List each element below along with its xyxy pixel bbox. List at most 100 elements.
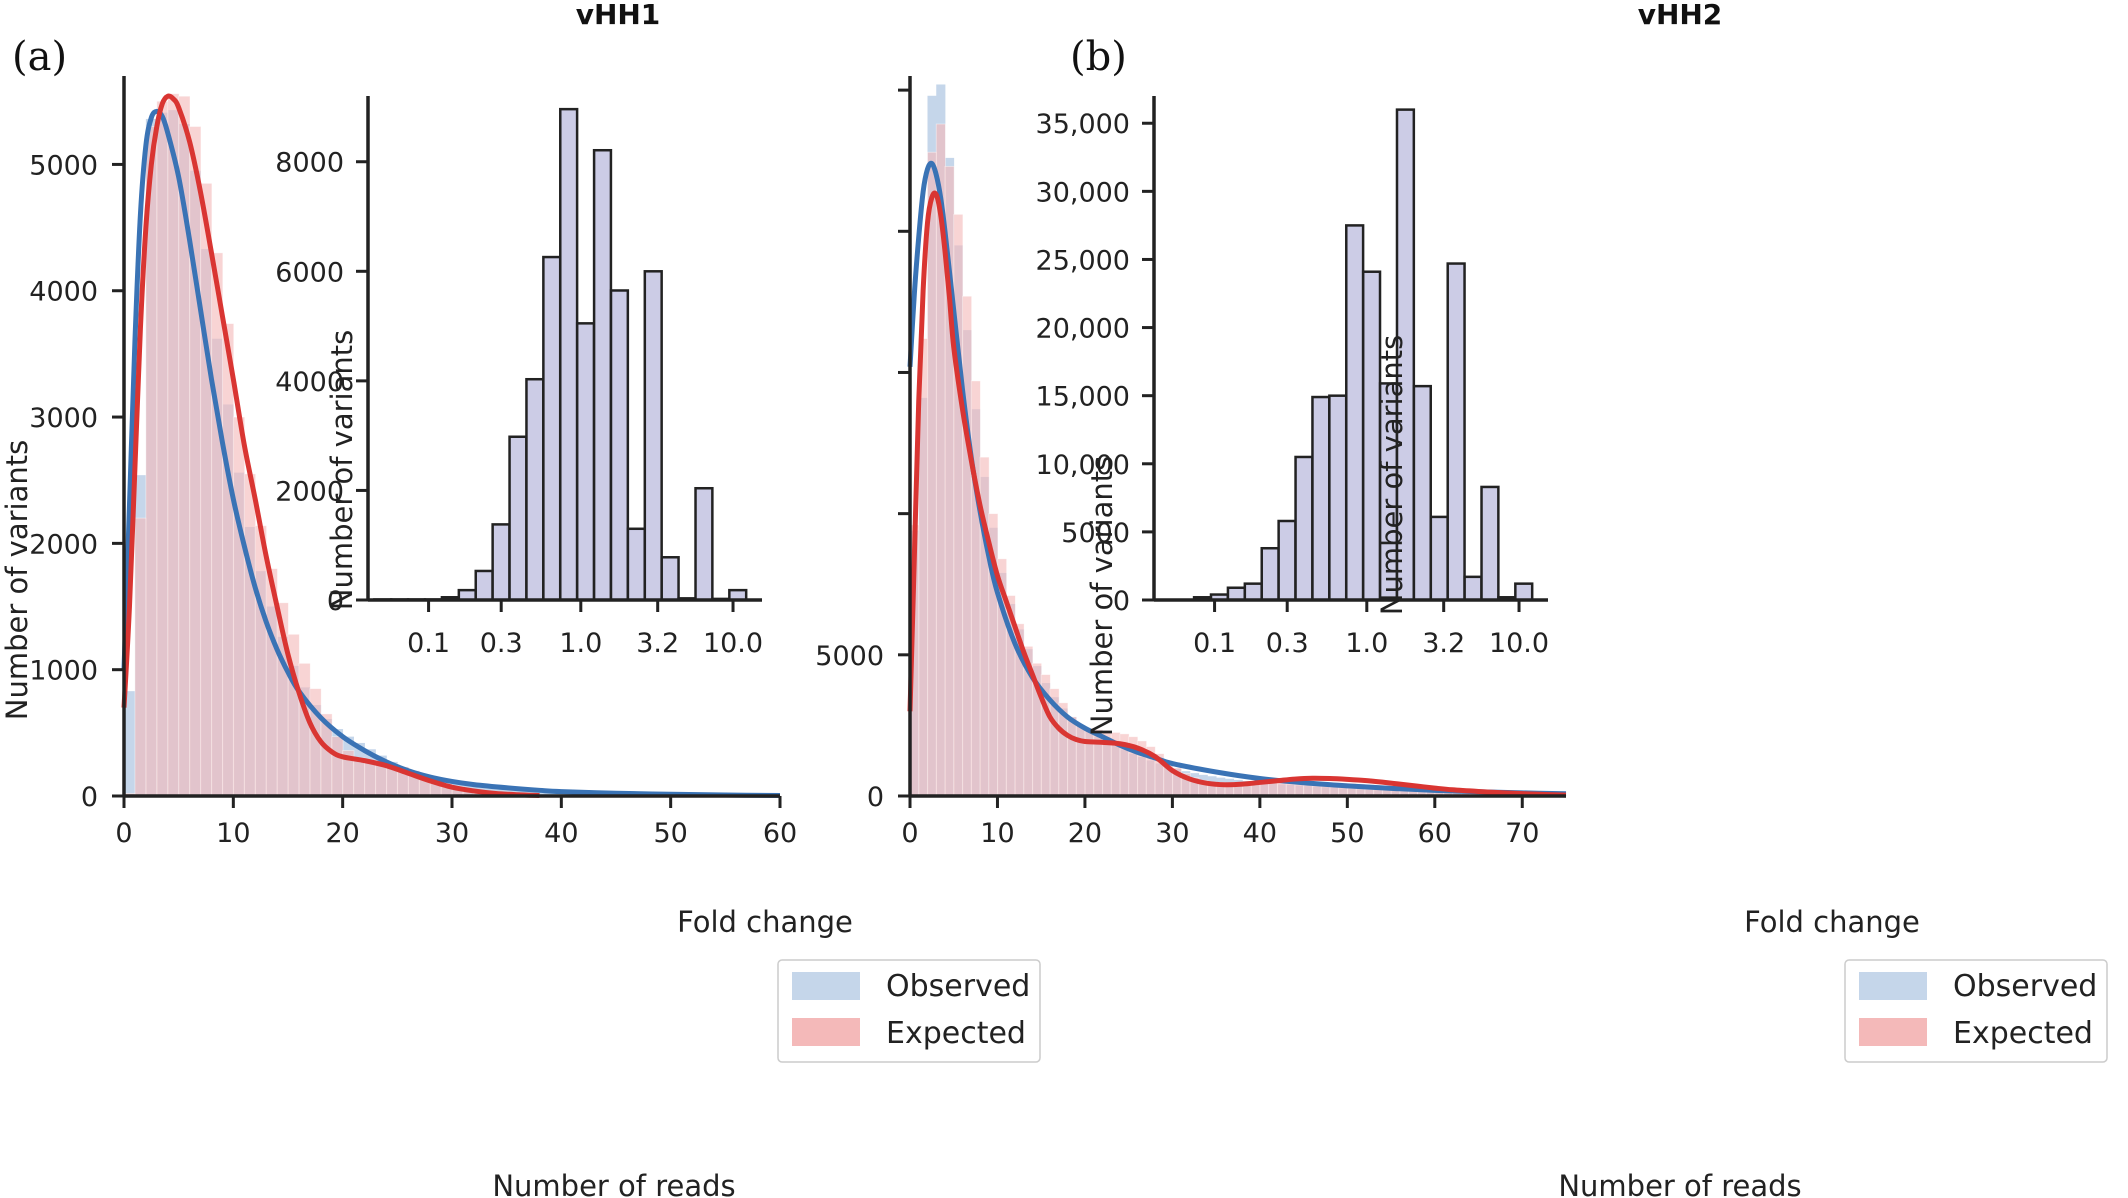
inset-x-tick-label: 10.0: [703, 628, 763, 659]
panel-b: (b) vHH2 0 10 20 30 40 50 60 70 0 5000 Number of …: [815, 0, 2108, 1198]
x-tick-label: 20: [1068, 818, 1102, 849]
inset-y-tick-label: 6000: [275, 257, 344, 288]
panel-b-inset: 0.1 0.3 1.0 3.2 10.0 0 5000 10,000 15,000 20,000 2…: [1036, 96, 1549, 659]
inset-y-tick-label: 15,000: [1036, 382, 1130, 413]
x-tick-label: 20: [325, 818, 359, 849]
expected-bar: [1067, 716, 1077, 797]
inset-x-tick-label: 1.0: [559, 628, 602, 659]
fold-change-bar: [1311, 395, 1331, 602]
inset-x-tick-label: 10.0: [1489, 628, 1549, 659]
fold-change-bar: [1277, 519, 1297, 602]
panel-a-inset-ylabel: Number of variants: [325, 330, 359, 610]
panel-a-legend: Observed Expected: [777, 959, 1041, 1063]
fold-change-bar: [575, 322, 596, 602]
fold-change-bar: [1345, 224, 1365, 602]
fold-change-bar: [609, 289, 630, 602]
y-tick-label: 5000: [29, 150, 98, 181]
x-tick-label: 60: [763, 818, 797, 849]
expected-bar: [167, 93, 180, 797]
x-tick-label: 0: [115, 818, 132, 849]
expected-bar: [927, 151, 938, 797]
inset-x-tick-label: 0.1: [407, 628, 450, 659]
fold-change-bar: [1480, 485, 1500, 602]
y-tick-label: 0: [867, 782, 884, 813]
expected-kde-line: [907, 190, 1567, 798]
inset-x-tick-label: 0.3: [1266, 628, 1309, 659]
inset-y-tick-label: 0: [1113, 586, 1130, 617]
panel-b-title: vHH2: [1638, 0, 1723, 31]
expected-kde-line: [121, 93, 540, 798]
y-tick-label: 1000: [29, 656, 98, 687]
fold-change-bar: [474, 569, 494, 602]
fold-change-bar: [508, 435, 528, 602]
x-tick-label: 0: [901, 818, 918, 849]
x-tick-label: 10: [216, 818, 250, 849]
expected-bar: [221, 323, 235, 797]
x-tick-label: 40: [544, 818, 578, 849]
inset-y-tick-label: 8000: [275, 148, 344, 179]
inset-y-tick-label: 0: [327, 586, 344, 617]
inset-x-tick-label: 3.2: [636, 628, 679, 659]
legend-observed: Observed: [886, 969, 1030, 1004]
fold-change-bar: [559, 107, 579, 602]
fold-change-bar: [1446, 262, 1466, 602]
observed-kde-line: [121, 108, 781, 798]
inset-x-tick-label: 0.3: [480, 628, 523, 659]
panel-a-inset-xlabel: Fold change: [677, 905, 853, 939]
legend-swatch-expected: [792, 1018, 860, 1046]
fold-change-bar: [1226, 586, 1247, 602]
y-tick-label: 3000: [29, 403, 98, 434]
expected-bar: [1084, 727, 1095, 797]
inset-y-tick-label: 5000: [1061, 518, 1130, 549]
legend-expected: Expected: [1953, 1016, 2093, 1051]
panel-a-title: vHH1: [576, 0, 661, 31]
inset-x-tick-label: 3.2: [1422, 628, 1465, 659]
x-tick-label: 50: [1330, 818, 1364, 849]
inset-y-tick-label: 10,000: [1036, 450, 1130, 481]
panel-a-label: (a): [12, 34, 67, 80]
panel-b-ylabel: Number of variants: [1085, 456, 1119, 736]
fold-change-bar: [1260, 546, 1280, 602]
x-tick-label: 70: [1505, 818, 1539, 849]
fold-change-bar: [1412, 384, 1432, 602]
panel-a-kde-lines: [121, 93, 781, 798]
expected-bar: [189, 126, 202, 797]
panel-b-legend: Observed Expected: [1844, 959, 2108, 1063]
legend-swatch-expected: [1859, 1018, 1927, 1046]
fold-change-bar: [1463, 575, 1483, 602]
x-tick-label: 30: [1155, 818, 1189, 849]
fold-change-bar: [491, 523, 511, 602]
fold-change-bar: [525, 377, 545, 602]
inset-y-tick-label: 25,000: [1036, 245, 1130, 276]
fold-change-bar: [1243, 582, 1263, 602]
fold-change-bar: [694, 486, 714, 602]
fold-change-bar: [660, 556, 680, 602]
panel-b-expected-bars: [909, 123, 1567, 797]
panel-b-label: (b): [1070, 34, 1127, 80]
inset-y-tick-label: 2000: [275, 476, 344, 507]
expected-bar: [364, 760, 377, 797]
x-tick-label: 10: [980, 818, 1014, 849]
x-tick-label: 50: [653, 818, 687, 849]
panel-b-kde-lines: [907, 160, 1567, 798]
expected-bar: [211, 252, 224, 797]
expected-bar: [962, 295, 973, 797]
panel-a: (a) vHH1 0 10 20 30 40 50 60010002000300040005…: [0, 0, 1041, 1198]
panel-b-main-axes: 0 10 20 30 40 50 60 70 0 5000: [815, 76, 1566, 849]
panel-b-xlabel: Number of reads: [1558, 1169, 1801, 1198]
expected-bar: [243, 473, 256, 797]
x-tick-label: 40: [1243, 818, 1277, 849]
legend-expected: Expected: [886, 1016, 1026, 1051]
fold-change-bar: [643, 270, 663, 602]
inset-x-tick-label: 1.0: [1345, 628, 1388, 659]
expected-bar: [353, 757, 366, 797]
panel-b-inset-xlabel: Fold change: [1744, 905, 1920, 939]
legend-observed: Observed: [1953, 969, 2097, 1004]
fold-change-bar: [592, 148, 613, 602]
expected-bar: [200, 182, 213, 797]
expected-bar: [134, 517, 147, 797]
panel-a-main-axes: 0 10 20 30 40 50 60 0 1000 2000 3000 4000 5000: [29, 76, 797, 849]
fold-change-bar: [1514, 582, 1534, 602]
observed-bar: [124, 691, 136, 796]
